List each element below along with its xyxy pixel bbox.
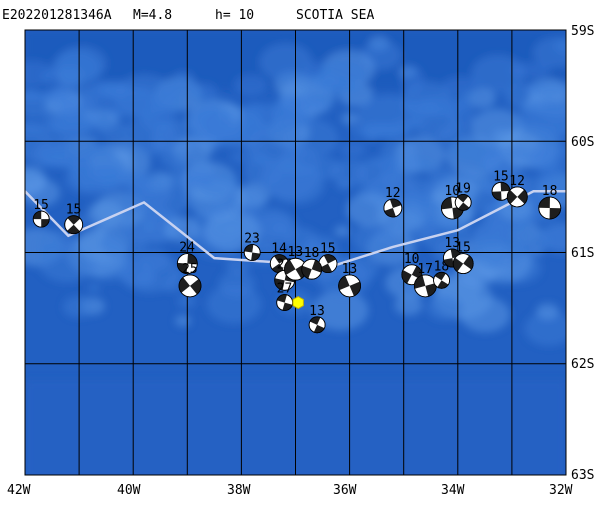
depth-label: 12	[509, 174, 525, 189]
lat-label-60s: 60S	[571, 135, 594, 150]
lon-label-32w: 32W	[549, 483, 573, 498]
depth-label: 13	[342, 262, 358, 277]
title-bar: E202201281346A M=4.8 h= 10 SCOTIA SEA	[2, 8, 374, 23]
depth-label: 15	[455, 241, 471, 256]
bathymetry-shading	[25, 30, 566, 475]
lat-label-63s: 63S	[571, 468, 594, 483]
map-border	[24, 29, 567, 476]
depth-label: 14	[271, 242, 287, 257]
epicenter-marker	[292, 296, 304, 310]
focal-mechanism	[178, 274, 202, 298]
focal-mechanism	[538, 196, 562, 220]
depth-label: 25	[182, 262, 198, 277]
lat-label-61s: 61S	[571, 246, 594, 261]
map-frame	[24, 29, 567, 476]
depth-label: 17	[417, 262, 433, 277]
lon-label-40w: 40W	[117, 483, 141, 498]
focal-mechanism	[308, 316, 326, 334]
focal-mechanism	[243, 244, 261, 261]
focal-mechanism	[454, 194, 472, 211]
focal-mechanism	[452, 253, 474, 275]
depth-label: 13	[309, 304, 325, 319]
depth-label: 13	[444, 236, 460, 251]
lat-label-59s: 59S	[571, 24, 594, 39]
depth-label: 15	[320, 242, 336, 257]
lon-label-34w: 34W	[441, 483, 465, 498]
focal-mechanism	[383, 198, 403, 218]
depth-label: 27	[277, 282, 293, 297]
focal-mechanism	[301, 258, 323, 280]
lat-label-62s: 62S	[571, 357, 594, 372]
longitude-axis: 42W 40W 38W 36W 34W 32W	[7, 483, 573, 498]
epicenter-hexagon	[292, 296, 304, 310]
lon-label-38w: 38W	[227, 483, 251, 498]
depth-label: 23	[244, 232, 260, 247]
lon-label-42w: 42W	[7, 483, 31, 498]
depth-label: 19	[455, 181, 471, 196]
depth-label: 10	[444, 184, 460, 199]
depth-label: 12	[385, 186, 401, 201]
latitude-axis: 59S 60S 61S 62S 63S	[571, 24, 594, 483]
depth-label: 18	[304, 246, 320, 261]
focal-mechanism	[413, 274, 437, 298]
event-id: E202201281346A	[2, 8, 112, 23]
region-name: SCOTIA SEA	[296, 8, 374, 23]
focal-mechanism	[433, 271, 450, 289]
depth-label: 10	[404, 252, 420, 267]
depth-label: 13	[288, 245, 304, 260]
focal-mechanism	[32, 210, 50, 228]
focal-mechanism	[506, 186, 528, 208]
focal-mechanism	[276, 294, 294, 311]
graticule	[25, 30, 566, 475]
lon-label-36w: 36W	[333, 483, 357, 498]
depth-label: 15	[66, 203, 82, 218]
depth-label: 24	[179, 241, 195, 256]
depth: h= 10	[215, 8, 254, 23]
focal-mechanism	[64, 215, 84, 235]
depth-label: 18	[542, 184, 558, 199]
focal-mechanism	[338, 274, 362, 298]
focal-mechanism	[491, 181, 511, 201]
focal-mechanism	[176, 253, 198, 275]
magnitude: M=4.8	[133, 8, 172, 23]
focal-mechanism	[318, 254, 338, 274]
depth-label: 15	[493, 169, 509, 184]
bathymetry-layer	[25, 30, 566, 475]
depth-label: 15	[33, 198, 49, 213]
